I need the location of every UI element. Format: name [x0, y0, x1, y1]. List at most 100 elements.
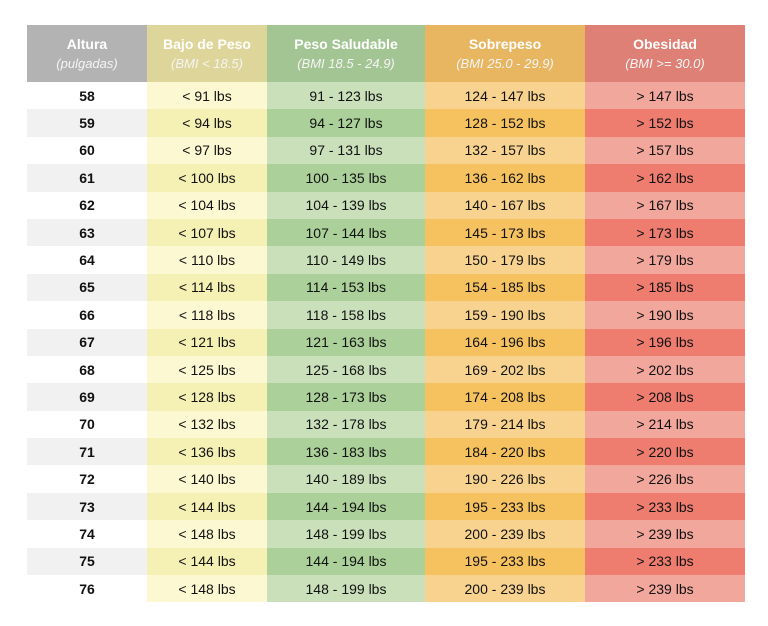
column-header: Peso Saludable (BMI 18.5 - 24.9)	[267, 25, 425, 82]
weight-range-cell: 200 - 239 lbs	[425, 575, 585, 603]
column-subtitle: (BMI >= 30.0)	[625, 56, 705, 71]
weight-range-cell: 190 - 226 lbs	[425, 465, 585, 493]
height-cell: 59	[27, 109, 147, 137]
weight-range-cell: < 121 lbs	[147, 328, 267, 356]
weight-range-cell: > 226 lbs	[585, 465, 745, 493]
weight-range-cell: 179 - 214 lbs	[425, 410, 585, 439]
bmi-table-container: Altura (pulgadas) Bajo de Peso (BMI < 18.5)…	[27, 25, 745, 603]
weight-range-cell: 136 - 162 lbs	[425, 164, 585, 192]
column-subtitle: (BMI < 18.5)	[171, 56, 243, 71]
height-cell: 65	[27, 273, 147, 302]
weight-range-cell: 184 - 220 lbs	[425, 438, 585, 466]
weight-range-cell: > 239 lbs	[585, 575, 745, 603]
column-header: Obesidad (BMI >= 30.0)	[585, 25, 745, 82]
weight-range-cell: > 233 lbs	[585, 547, 745, 576]
weight-range-cell: > 202 lbs	[585, 355, 745, 384]
weight-range-cell: 114 - 153 lbs	[267, 273, 425, 302]
table-row: 74 < 148 lbs 148 - 199 lbs 200 - 239 lbs > 2…	[27, 520, 745, 548]
weight-range-cell: 140 - 167 lbs	[425, 191, 585, 219]
weight-range-cell: > 214 lbs	[585, 410, 745, 439]
weight-range-cell: < 114 lbs	[147, 273, 267, 302]
weight-range-cell: < 128 lbs	[147, 383, 267, 411]
height-cell: 71	[27, 438, 147, 466]
weight-range-cell: < 110 lbs	[147, 246, 267, 274]
weight-range-cell: 91 - 123 lbs	[267, 82, 425, 110]
column-subtitle: (pulgadas)	[56, 56, 118, 71]
height-cell: 72	[27, 465, 147, 493]
table-row: 66 < 118 lbs 118 - 158 lbs 159 - 190 lbs > 1…	[27, 301, 745, 329]
weight-range-cell: > 147 lbs	[585, 82, 745, 110]
weight-range-cell: 159 - 190 lbs	[425, 301, 585, 329]
table-row: 69 < 128 lbs 128 - 173 lbs 174 - 208 lbs > 2…	[27, 383, 745, 411]
column-header: Sobrepeso (BMI 25.0 - 29.9)	[425, 25, 585, 82]
weight-range-cell: 148 - 199 lbs	[267, 520, 425, 548]
height-cell: 76	[27, 575, 147, 603]
column-title: Sobrepeso	[468, 36, 542, 52]
weight-range-cell: > 239 lbs	[585, 520, 745, 548]
table-row: 76 < 148 lbs 148 - 199 lbs 200 - 239 lbs > 2…	[27, 575, 745, 603]
weight-range-cell: 169 - 202 lbs	[425, 355, 585, 384]
header-row: Altura (pulgadas) Bajo de Peso (BMI < 18.5)…	[27, 25, 745, 82]
weight-range-cell: > 173 lbs	[585, 218, 745, 247]
height-cell: 69	[27, 383, 147, 411]
height-cell: 60	[27, 136, 147, 165]
weight-range-cell: 128 - 173 lbs	[267, 383, 425, 411]
weight-range-cell: 128 - 152 lbs	[425, 109, 585, 137]
column-header: Bajo de Peso (BMI < 18.5)	[147, 25, 267, 82]
weight-range-cell: 97 - 131 lbs	[267, 136, 425, 165]
weight-range-cell: > 196 lbs	[585, 328, 745, 356]
weight-range-cell: < 144 lbs	[147, 492, 267, 521]
weight-range-cell: 121 - 163 lbs	[267, 328, 425, 356]
table-row: 71 < 136 lbs 136 - 183 lbs 184 - 220 lbs > 2…	[27, 438, 745, 466]
weight-range-cell: 174 - 208 lbs	[425, 383, 585, 411]
height-cell: 68	[27, 355, 147, 384]
column-header: Altura (pulgadas)	[27, 25, 147, 82]
height-cell: 58	[27, 82, 147, 110]
weight-range-cell: < 148 lbs	[147, 520, 267, 548]
weight-range-cell: 104 - 139 lbs	[267, 191, 425, 219]
table-row: 61 < 100 lbs 100 - 135 lbs 136 - 162 lbs > 1…	[27, 164, 745, 192]
column-subtitle: (BMI 25.0 - 29.9)	[456, 56, 554, 71]
weight-range-cell: 148 - 199 lbs	[267, 575, 425, 603]
table-row: 58 < 91 lbs 91 - 123 lbs 124 - 147 lbs > 147…	[27, 82, 745, 110]
weight-range-cell: < 97 lbs	[147, 136, 267, 165]
weight-range-cell: 94 - 127 lbs	[267, 109, 425, 137]
weight-range-cell: 132 - 157 lbs	[425, 136, 585, 165]
table-row: 60 < 97 lbs 97 - 131 lbs 132 - 157 lbs > 157…	[27, 136, 745, 165]
weight-range-cell: 125 - 168 lbs	[267, 355, 425, 384]
table-row: 72 < 140 lbs 140 - 189 lbs 190 - 226 lbs > 2…	[27, 465, 745, 493]
table-row: 62 < 104 lbs 104 - 139 lbs 140 - 167 lbs > 1…	[27, 191, 745, 219]
table-row: 63 < 107 lbs 107 - 144 lbs 145 - 173 lbs > 1…	[27, 218, 745, 247]
table-row: 59 < 94 lbs 94 - 127 lbs 128 - 152 lbs > 152…	[27, 109, 745, 137]
weight-range-cell: 136 - 183 lbs	[267, 438, 425, 466]
weight-range-cell: < 100 lbs	[147, 164, 267, 192]
weight-range-cell: < 118 lbs	[147, 301, 267, 329]
weight-range-cell: < 104 lbs	[147, 191, 267, 219]
weight-range-cell: < 144 lbs	[147, 547, 267, 576]
column-title: Obesidad	[633, 36, 697, 52]
table-row: 75 < 144 lbs 144 - 194 lbs 195 - 233 lbs > 2…	[27, 547, 745, 576]
weight-range-cell: 144 - 194 lbs	[267, 492, 425, 521]
weight-range-cell: < 94 lbs	[147, 109, 267, 137]
weight-range-cell: 195 - 233 lbs	[425, 547, 585, 576]
weight-range-cell: > 233 lbs	[585, 492, 745, 521]
weight-range-cell: < 140 lbs	[147, 465, 267, 493]
weight-range-cell: 124 - 147 lbs	[425, 82, 585, 110]
weight-range-cell: < 132 lbs	[147, 410, 267, 439]
weight-range-cell: 132 - 178 lbs	[267, 410, 425, 439]
weight-range-cell: 195 - 233 lbs	[425, 492, 585, 521]
column-title: Peso Saludable	[294, 36, 398, 52]
weight-range-cell: < 148 lbs	[147, 575, 267, 603]
weight-range-cell: > 190 lbs	[585, 301, 745, 329]
weight-range-cell: > 167 lbs	[585, 191, 745, 219]
column-subtitle: (BMI 18.5 - 24.9)	[297, 56, 395, 71]
weight-range-cell: 118 - 158 lbs	[267, 301, 425, 329]
table-row: 65 < 114 lbs 114 - 153 lbs 154 - 185 lbs > 1…	[27, 273, 745, 302]
bmi-table: Altura (pulgadas) Bajo de Peso (BMI < 18.5)…	[27, 25, 745, 603]
height-cell: 63	[27, 218, 147, 247]
weight-range-cell: 100 - 135 lbs	[267, 164, 425, 192]
column-title: Altura	[66, 36, 108, 52]
table-row: 64 < 110 lbs 110 - 149 lbs 150 - 179 lbs > 1…	[27, 246, 745, 274]
column-title: Bajo de Peso	[163, 36, 251, 52]
